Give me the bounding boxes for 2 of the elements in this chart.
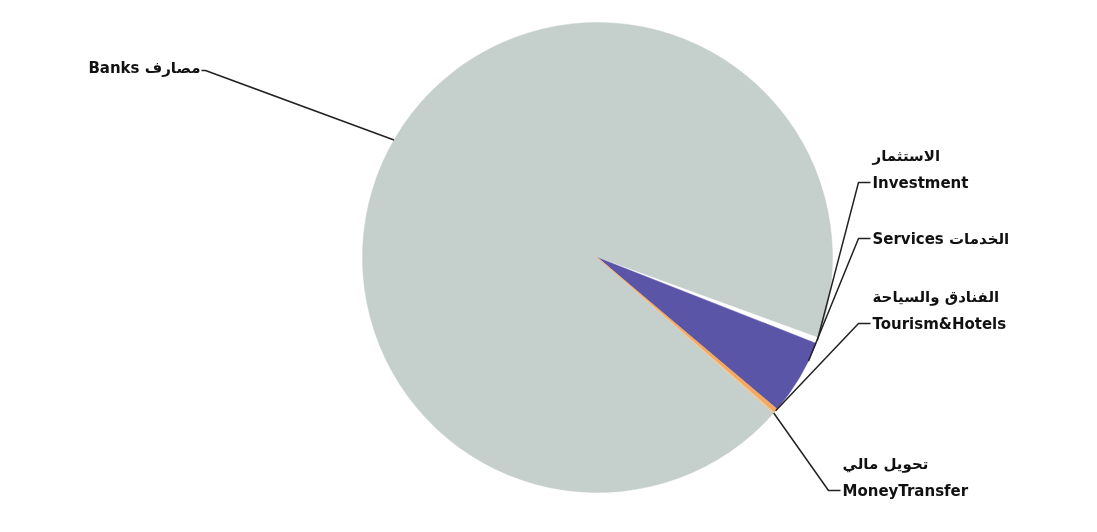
slice-label: Banks مصارف	[88, 58, 201, 77]
slice-label: Services الخدمات	[872, 229, 1010, 248]
